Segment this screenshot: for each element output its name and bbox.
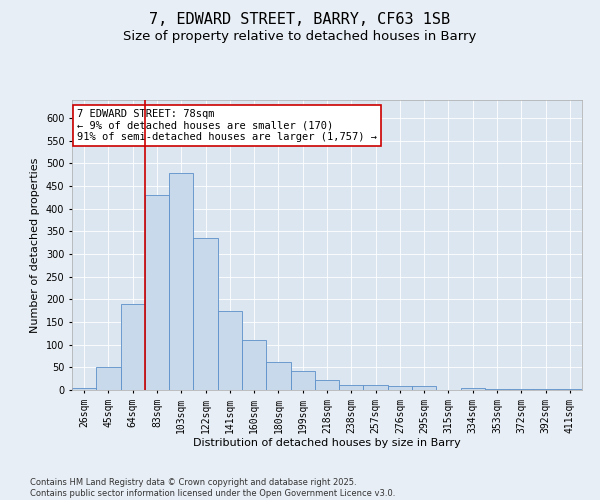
Text: 7, EDWARD STREET, BARRY, CF63 1SB: 7, EDWARD STREET, BARRY, CF63 1SB: [149, 12, 451, 28]
Bar: [242, 340, 266, 390]
Bar: [290, 370, 315, 390]
Bar: [218, 310, 242, 390]
Bar: [72, 388, 96, 390]
Bar: [558, 389, 582, 390]
Text: Contains HM Land Registry data © Crown copyright and database right 2025.
Contai: Contains HM Land Registry data © Crown c…: [30, 478, 395, 498]
Bar: [121, 304, 145, 390]
Bar: [388, 386, 412, 390]
Bar: [193, 238, 218, 390]
Bar: [169, 172, 193, 390]
Bar: [339, 386, 364, 390]
Text: 7 EDWARD STREET: 78sqm
← 9% of detached houses are smaller (170)
91% of semi-det: 7 EDWARD STREET: 78sqm ← 9% of detached …: [77, 108, 377, 142]
Bar: [315, 380, 339, 390]
Bar: [461, 388, 485, 390]
X-axis label: Distribution of detached houses by size in Barry: Distribution of detached houses by size …: [193, 438, 461, 448]
Bar: [364, 386, 388, 390]
Bar: [412, 386, 436, 390]
Bar: [509, 389, 533, 390]
Bar: [145, 195, 169, 390]
Bar: [533, 388, 558, 390]
Bar: [266, 362, 290, 390]
Bar: [485, 388, 509, 390]
Text: Size of property relative to detached houses in Barry: Size of property relative to detached ho…: [124, 30, 476, 43]
Bar: [96, 368, 121, 390]
Y-axis label: Number of detached properties: Number of detached properties: [30, 158, 40, 332]
